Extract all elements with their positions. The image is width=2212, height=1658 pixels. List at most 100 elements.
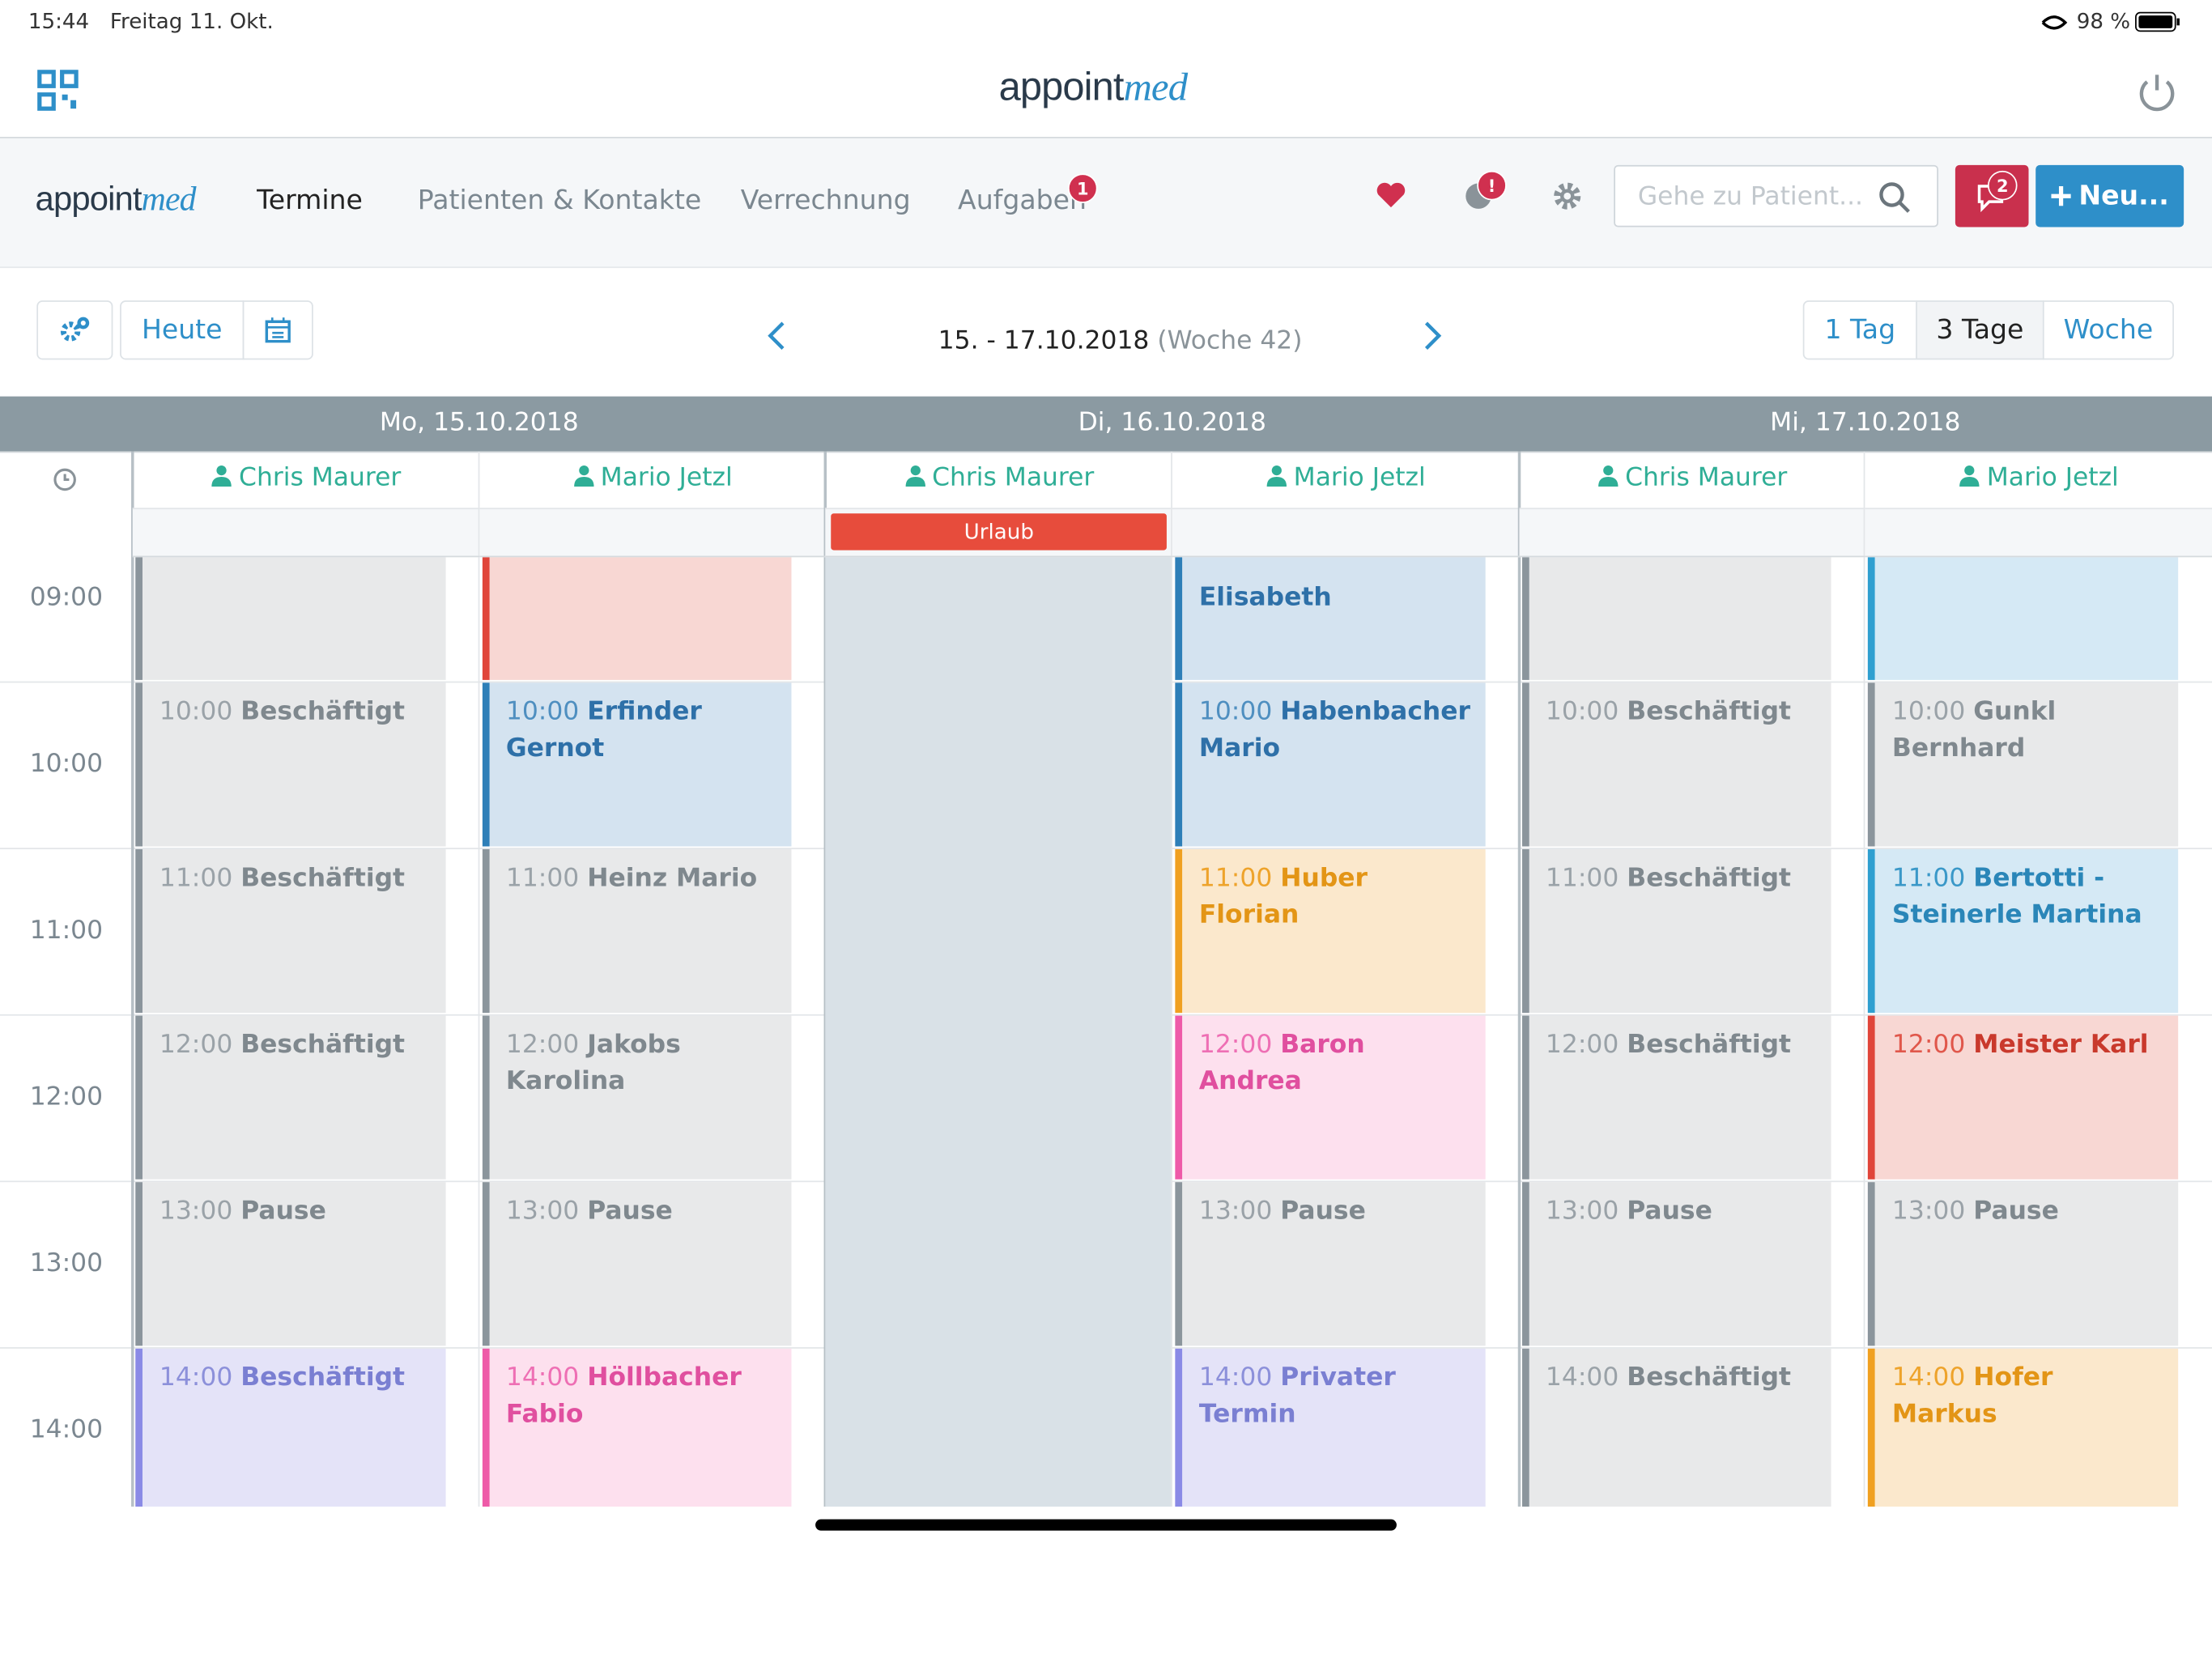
date-range: 15. - 17.10.2018 (Woche 42) bbox=[938, 326, 1303, 356]
resource-header[interactable]: Chris Maurer bbox=[133, 462, 479, 493]
allday-cell bbox=[1172, 508, 1519, 558]
appointment-title: Gunkl Bernhard bbox=[1891, 696, 2057, 763]
appointment[interactable]: 10:00 Gunkl Bernhard bbox=[1868, 682, 2178, 847]
power-button[interactable] bbox=[2136, 70, 2178, 113]
appointment[interactable]: 11:00 Beschäftigt bbox=[135, 848, 445, 1014]
logo-main: appoint bbox=[35, 181, 143, 219]
next-button[interactable] bbox=[1422, 321, 1444, 351]
view-button[interactable]: 1 Tag bbox=[1802, 300, 1917, 360]
resource-header[interactable]: Mario Jetzl bbox=[1172, 463, 1519, 492]
appointment[interactable]: 10:00 Beschäftigt bbox=[1521, 682, 1831, 847]
resource-header[interactable]: Chris Maurer bbox=[826, 463, 1172, 492]
appointment[interactable]: 11:00 Heinz Mario bbox=[482, 848, 792, 1014]
appointment-time: 13:00 bbox=[159, 1196, 233, 1226]
new-button[interactable]: Neu... bbox=[2035, 164, 2184, 227]
appointment[interactable]: 13:00 Pause bbox=[1521, 1182, 1831, 1346]
appointment-time: 10:00 bbox=[1545, 696, 1619, 727]
resource-header[interactable]: Chris Maurer bbox=[1519, 462, 1865, 493]
appointment[interactable]: 13:00 Pause bbox=[482, 1182, 792, 1346]
appointment-time: 14:00 bbox=[1198, 1363, 1273, 1392]
allday-event[interactable]: Urlaub bbox=[831, 513, 1167, 551]
appointment[interactable]: 12:00 Baron Andrea bbox=[1175, 1015, 1485, 1180]
settings-button[interactable] bbox=[36, 300, 113, 360]
appointment-title: Beschäftigt bbox=[1627, 863, 1792, 894]
today-button[interactable]: Heute bbox=[120, 300, 245, 360]
appointment[interactable]: 10:00 Beschäftigt bbox=[135, 682, 445, 847]
view-button-active[interactable]: 3 Tage bbox=[1916, 300, 2044, 360]
search-box[interactable]: Gehe zu Patient... bbox=[1614, 164, 1938, 227]
calendar-button[interactable] bbox=[242, 300, 313, 360]
appointment-title: Huber Florian bbox=[1198, 863, 1368, 930]
view-button[interactable]: Woche bbox=[2042, 300, 2174, 360]
nav-item[interactable]: Verrechnung bbox=[740, 185, 911, 216]
day-header: Mi, 17.10.2018 bbox=[1770, 407, 1961, 438]
appointment[interactable]: 11:00 Bertotti - Steinerle Martina bbox=[1868, 848, 2178, 1014]
appointment[interactable]: 13:00 Pause bbox=[135, 1182, 445, 1346]
appointment[interactable]: 14:00 Höllbacher Fabio bbox=[482, 1348, 792, 1507]
nav-item[interactable]: Termine bbox=[257, 185, 363, 216]
appointment[interactable] bbox=[1521, 555, 1831, 680]
appointment[interactable]: 14:00 Beschäftigt bbox=[1521, 1348, 1831, 1507]
appointment-title: Meister Karl bbox=[1973, 1030, 2149, 1060]
appointment[interactable]: 14:00 Beschäftigt bbox=[135, 1348, 445, 1507]
appointment-time: 11:00 bbox=[1891, 863, 1966, 894]
prev-button[interactable] bbox=[764, 321, 787, 351]
logo-main: appoint bbox=[998, 65, 1125, 109]
doctor-icon bbox=[573, 466, 593, 487]
appointment-time: 11:00 bbox=[1198, 863, 1273, 894]
appointment-title: Beschäftigt bbox=[240, 1030, 406, 1060]
hour-label: 13:00 bbox=[29, 1248, 104, 1278]
column-border bbox=[478, 451, 479, 556]
appointment[interactable] bbox=[135, 555, 445, 680]
hour-label: 12:00 bbox=[29, 1082, 104, 1112]
appointment[interactable]: 13:00 Pause bbox=[1868, 1182, 2178, 1346]
clock-icon bbox=[53, 468, 76, 491]
column-border bbox=[478, 555, 479, 1507]
resource-name: Chris Maurer bbox=[1625, 462, 1788, 493]
appointment[interactable]: 11:00 Beschäftigt bbox=[1521, 848, 1831, 1014]
appointment[interactable]: 10:00 Erfinder Gernot bbox=[482, 682, 792, 847]
appointment[interactable]: 13:00 Pause bbox=[1175, 1182, 1485, 1346]
doctor-icon bbox=[211, 466, 232, 487]
new-label: Neu... bbox=[2078, 181, 2169, 212]
appointment[interactable]: 12:00 Beschäftigt bbox=[135, 1015, 445, 1180]
resource-header[interactable]: Mario Jetzl bbox=[1865, 463, 2212, 492]
appointment[interactable]: 11:00 Huber Florian bbox=[1175, 848, 1485, 1014]
appointment[interactable]: 12:00 Meister Karl bbox=[1868, 1015, 2178, 1180]
doctor-icon bbox=[1959, 466, 1980, 487]
nav-logo[interactable]: appointmed bbox=[35, 181, 197, 220]
appointment-title: Jakobs Karolina bbox=[505, 1030, 681, 1096]
appointment-time: 12:00 bbox=[1198, 1030, 1273, 1060]
blocked-area bbox=[825, 555, 1172, 1507]
favorites-icon[interactable] bbox=[1376, 181, 1406, 209]
appointment-title: Baron Andrea bbox=[1198, 1030, 1365, 1096]
appointment[interactable]: 10:00 Habenbacher Mario bbox=[1175, 682, 1485, 847]
appointment-time: 13:00 bbox=[1891, 1196, 1966, 1226]
status-time: 15:44 bbox=[28, 8, 90, 34]
hour-label: 14:00 bbox=[29, 1414, 104, 1445]
appointment[interactable]: 14:00 Hofer Markus bbox=[1868, 1348, 2178, 1507]
appointment[interactable]: 12:00 Beschäftigt bbox=[1521, 1015, 1831, 1180]
appointment-title: Beschäftigt bbox=[240, 1363, 406, 1392]
appointment-time: 13:00 bbox=[1545, 1196, 1619, 1226]
home-indicator bbox=[815, 1519, 1397, 1531]
time-grid: 09:00 10:00 11:00 12:00 13:00 14:00 10:00 Besc… bbox=[0, 555, 2212, 1507]
appointment[interactable] bbox=[482, 555, 792, 680]
appointment[interactable]: Elisabeth bbox=[1175, 555, 1485, 680]
appointment[interactable]: 14:00 Privater Termin bbox=[1175, 1348, 1485, 1507]
hour-label: 09:00 bbox=[29, 582, 104, 613]
appointment-time: 14:00 bbox=[1891, 1363, 1966, 1392]
resource-header[interactable]: Mario Jetzl bbox=[479, 463, 826, 492]
appointment[interactable] bbox=[1868, 555, 2178, 680]
nav-item[interactable]: Patienten & Kontakte bbox=[417, 185, 702, 216]
appointment-title: Hofer Markus bbox=[1891, 1363, 2053, 1430]
search-icon bbox=[1879, 182, 1910, 213]
settings-icon[interactable] bbox=[1552, 181, 1583, 211]
qr-button[interactable] bbox=[36, 69, 79, 111]
column-border bbox=[1517, 451, 1521, 556]
resource-name: Chris Maurer bbox=[239, 462, 402, 493]
range-text: 15. - 17.10.2018 bbox=[938, 325, 1150, 356]
appointment[interactable]: 12:00 Jakobs Karolina bbox=[482, 1015, 792, 1180]
nav-item[interactable]: Aufgaben bbox=[958, 185, 1087, 216]
